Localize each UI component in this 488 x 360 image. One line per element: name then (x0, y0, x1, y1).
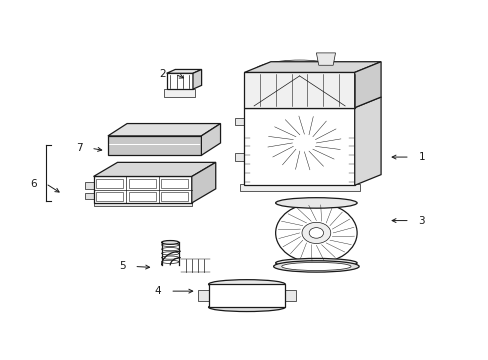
Polygon shape (166, 73, 193, 89)
Circle shape (275, 203, 356, 263)
Bar (128, 179, 155, 188)
Bar (234, 153, 244, 161)
Ellipse shape (208, 303, 285, 311)
Polygon shape (108, 136, 201, 155)
Circle shape (297, 138, 311, 148)
Polygon shape (193, 69, 201, 89)
Polygon shape (93, 162, 215, 176)
Text: 1: 1 (418, 152, 424, 162)
Ellipse shape (161, 240, 179, 244)
Ellipse shape (219, 287, 274, 300)
Circle shape (341, 140, 348, 146)
Polygon shape (191, 162, 215, 203)
Bar (93, 202, 191, 207)
Text: 2: 2 (160, 69, 166, 79)
Bar (161, 179, 188, 188)
Ellipse shape (208, 280, 285, 289)
Polygon shape (108, 123, 220, 136)
Bar (85, 193, 93, 199)
Polygon shape (354, 97, 380, 185)
Polygon shape (244, 108, 354, 185)
Ellipse shape (273, 261, 358, 272)
Circle shape (292, 134, 316, 152)
Polygon shape (354, 62, 380, 108)
Bar (234, 118, 244, 125)
Bar (198, 291, 208, 301)
Bar (285, 291, 295, 301)
Polygon shape (208, 284, 285, 307)
Bar (85, 183, 93, 189)
Ellipse shape (275, 258, 356, 267)
Text: 4: 4 (155, 286, 161, 296)
Ellipse shape (275, 198, 356, 208)
Bar (239, 184, 359, 190)
Polygon shape (244, 97, 380, 108)
Bar (96, 192, 122, 201)
Polygon shape (201, 123, 220, 155)
Polygon shape (93, 176, 191, 203)
Ellipse shape (202, 149, 205, 153)
Bar (164, 89, 195, 97)
Circle shape (263, 113, 345, 173)
Bar (96, 179, 122, 188)
Bar (161, 192, 188, 201)
Text: 6: 6 (30, 179, 37, 189)
Polygon shape (166, 69, 201, 73)
Polygon shape (244, 62, 380, 72)
Text: 7: 7 (76, 143, 82, 153)
Ellipse shape (281, 262, 350, 270)
Circle shape (308, 228, 323, 238)
Polygon shape (316, 53, 335, 65)
Ellipse shape (202, 144, 205, 148)
Bar (354, 153, 364, 161)
Text: 5: 5 (119, 261, 125, 271)
Circle shape (302, 222, 330, 243)
Bar (128, 192, 155, 201)
Bar (354, 118, 364, 125)
Text: 3: 3 (418, 216, 424, 226)
Circle shape (238, 288, 255, 301)
Polygon shape (244, 72, 354, 108)
